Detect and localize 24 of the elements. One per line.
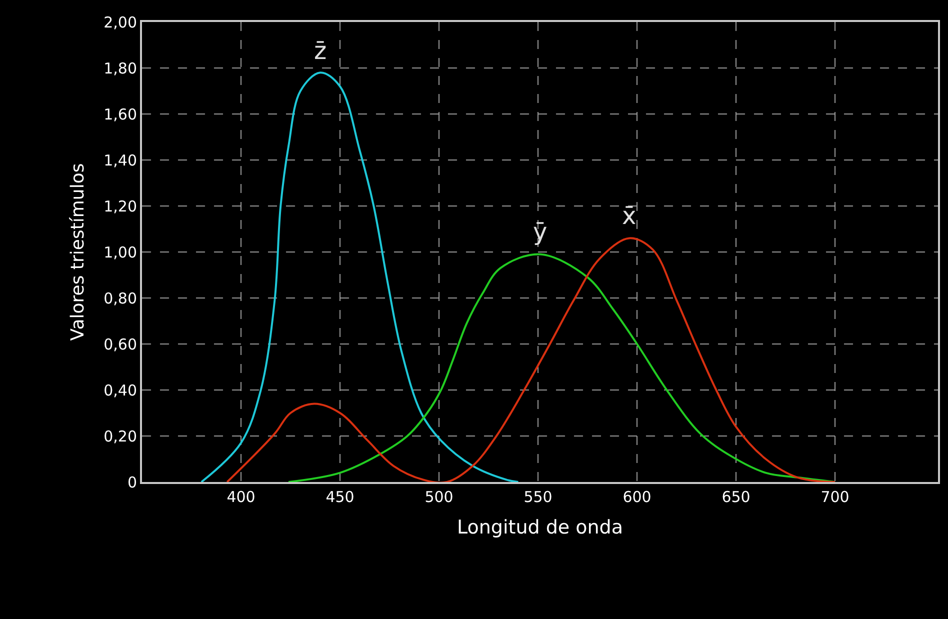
y-tick-label: 1,40 (104, 151, 137, 170)
y-tick-label: 1,20 (104, 197, 137, 216)
y-tick-label: 0,40 (104, 381, 137, 400)
x-axis-title: Longitud de onda (456, 516, 624, 538)
y-tick-label: 0,80 (104, 289, 137, 308)
y-tick-label: 1,60 (104, 105, 137, 124)
y-tick-label: 0 (127, 473, 137, 492)
y-tick-label: 0,60 (104, 335, 137, 354)
x-tick-label: 550 (524, 488, 552, 506)
y-tick-label: 0,20 (104, 427, 137, 446)
x-tick-label: 700 (820, 488, 850, 506)
y-tick-label: 2,00 (104, 13, 137, 32)
line-series (200, 72, 520, 482)
series-label: ȳ (533, 218, 548, 246)
x-tick-label: 600 (622, 488, 652, 506)
series-label: z̄ (314, 37, 327, 65)
y-tick-label: 1,80 (104, 59, 137, 78)
x-tick-label: 400 (226, 488, 256, 506)
y-axis-title: Valores triestímulos (67, 163, 88, 341)
x-tick-label: 450 (326, 488, 354, 506)
y-tick-label: 1,00 (104, 243, 137, 262)
x-tick-label: 500 (424, 488, 454, 506)
series-label: x̄ (622, 202, 636, 230)
x-tick-label: 650 (722, 488, 750, 506)
